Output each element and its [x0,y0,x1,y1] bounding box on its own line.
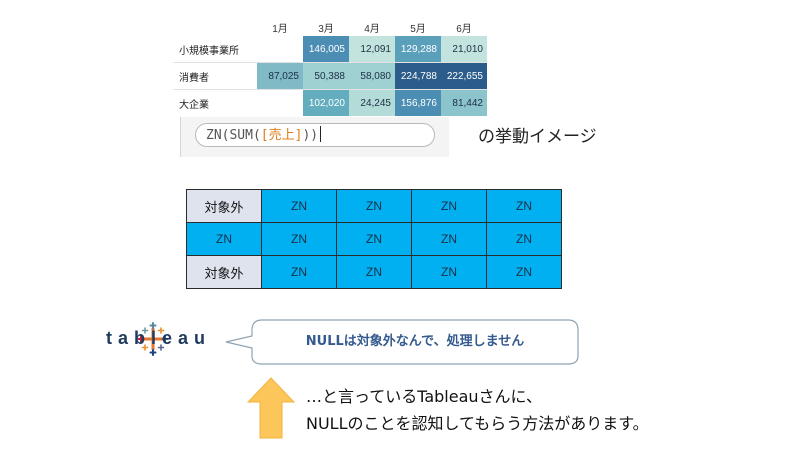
grid-cell: ZN [186,222,262,256]
grid-cell: ZN [411,222,487,256]
heatmap-cell: 224,788 [395,62,441,89]
grid-cell-excluded: 対象外 [186,189,262,223]
heatmap-row-label: 小規模事業所 [179,45,239,57]
calculation-editor-panel: ZN(SUM([売上])) [180,117,449,157]
grid-cell: ZN [261,255,337,289]
heatmap-cell [257,89,303,116]
caption-line-1: …と言っているTableauさんに、 [306,387,543,406]
heatmap-cell: 81,442 [441,89,487,116]
grid-cell: ZN [411,189,487,223]
heatmap-cell: 146,005 [303,36,349,62]
heatmap-col-header: 3月 [318,23,334,35]
heatmap-cell: 87,025 [257,62,303,89]
grid-cell: ZN [486,255,562,289]
heatmap-cell: 58,080 [349,62,395,89]
grid-cell: ZN [486,222,562,256]
formula-function-open: ZN(SUM( [206,128,261,143]
heatmap-cell: 12,091 [349,36,395,62]
heatmap-cell: 21,010 [441,36,487,62]
grid-cell: ZN [486,189,562,223]
heatmap-header-row: 1月 3月 4月 5月 6月 [173,18,487,36]
heatmap-row-label: 消費者 [173,62,257,89]
grid-cell: ZN [261,189,337,223]
zn-behavior-grid: 対象外 ZN ZN ZN ZN ZN ZN ZN ZN ZN 対象外 ZN ZN… [186,189,562,289]
grid-row: 対象外 ZN ZN ZN ZN [186,189,562,223]
formula-field-token: [売上] [260,128,303,143]
grid-row: ZN ZN ZN ZN ZN [186,222,562,256]
grid-cell: ZN [261,222,337,256]
heatmap-cell: 102,020 [303,89,349,116]
heatmap-row: 消費者 87,025 50,388 58,080 224,788 222,655 [173,62,487,89]
heatmap-row-label: 大企業 [173,89,257,116]
caption-line-2: NULLのことを認知してもらう方法があります。 [306,414,649,433]
grid-cell-excluded: 対象外 [186,255,262,289]
heatmap-col-header: 5月 [410,23,426,35]
formula-function-close: )) [302,128,319,143]
heatmap-col-header: 4月 [364,23,380,35]
heatmap-cell: 129,288 [395,36,441,62]
heatmap-corner [173,18,257,36]
up-arrow-icon [247,377,295,439]
heatmap-cell: 50,388 [303,62,349,89]
calculation-formula-field[interactable]: ZN(SUM([売上])) [195,123,435,147]
heatmap-cell [257,36,303,62]
heatmap-cell: 156,876 [395,89,441,116]
behavior-label: の挙動イメージ [478,127,597,147]
tableau-logo-icon [137,322,169,356]
sales-heatmap-table: 1月 3月 4月 5月 6月 小規模事業所 146,005 12,091 129… [173,18,487,116]
grid-cell: ZN [336,222,412,256]
grid-cell: ZN [336,255,412,289]
speech-bubble-text: NULLは対象外なんで、処理しません [305,334,525,349]
heatmap-col-header: 1月 [272,23,288,35]
heatmap-row: 大企業 102,020 24,245 156,876 81,442 [173,89,487,116]
tableau-logo-wordmark: tableau [106,328,212,348]
grid-cell: ZN [411,255,487,289]
heatmap-col-header: 6月 [456,23,472,35]
text-caret [320,126,322,142]
speech-bubble [225,319,579,365]
grid-row: 対象外 ZN ZN ZN ZN [186,255,562,289]
grid-cell: ZN [336,189,412,223]
heatmap-row: 小規模事業所 146,005 12,091 129,288 21,010 [173,36,487,62]
heatmap-cell: 222,655 [441,62,487,89]
heatmap-cell: 24,245 [349,89,395,116]
